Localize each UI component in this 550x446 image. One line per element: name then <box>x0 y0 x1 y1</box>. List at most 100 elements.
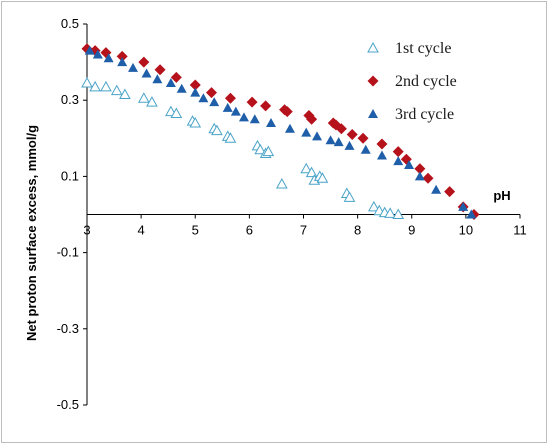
point-3rd-cycle <box>176 83 187 93</box>
legend-label-2nd-cycle: 2nd cycle <box>395 73 457 90</box>
legend-marker-3rd-cycle <box>368 109 378 118</box>
point-1st-cycle <box>392 208 405 219</box>
point-3rd-cycle <box>333 137 344 147</box>
point-2nd-cycle <box>189 79 201 91</box>
legend: 1st cycle 2nd cycle 3rd cycle <box>367 40 457 123</box>
point-3rd-cycle <box>84 45 95 55</box>
legend-marker-2nd-cycle <box>367 75 379 87</box>
x-tick-label: 11 <box>513 223 527 238</box>
point-3rd-cycle <box>128 62 139 72</box>
point-3rd-cycle <box>117 57 128 67</box>
point-3rd-cycle <box>209 97 220 107</box>
point-3rd-cycle <box>198 93 209 103</box>
legend-label-1st-cycle: 1st cycle <box>395 40 451 57</box>
point-1st-cycle <box>189 117 202 128</box>
x-tick-label: 8 <box>354 223 361 238</box>
point-3rd-cycle <box>284 123 295 133</box>
point-2nd-cycle <box>154 64 166 76</box>
point-3rd-cycle <box>141 68 152 78</box>
point-2nd-cycle <box>281 106 293 118</box>
point-3rd-cycle <box>466 209 477 219</box>
point-3rd-cycle <box>92 49 103 59</box>
point-3rd-cycle <box>266 118 277 128</box>
x-tick-label: 4 <box>138 223 145 238</box>
point-3rd-cycle <box>165 78 176 88</box>
point-3rd-cycle <box>404 159 415 169</box>
y-tick-label: 0.3 <box>61 92 79 107</box>
point-1st-cycle <box>276 177 288 189</box>
x-axis-label: pH <box>493 188 510 203</box>
series-1 <box>81 77 405 219</box>
point-2nd-cycle <box>335 123 347 135</box>
point-3rd-cycle <box>393 156 404 166</box>
ticks: 3 4 5 6 7 8 9 10 11 0.5 0.3 0.1 -0.1 -0.3 -0.5 <box>57 16 527 412</box>
point-3rd-cycle <box>238 112 249 122</box>
point-3rd-cycle <box>360 144 371 154</box>
point-1st-cycle <box>81 77 93 88</box>
point-1st-cycle <box>89 80 101 92</box>
point-3rd-cycle <box>431 184 442 194</box>
point-2nd-cycle <box>392 146 404 158</box>
point-1st-cycle <box>146 96 158 107</box>
x-tick-label: 3 <box>83 223 90 238</box>
point-1st-cycle <box>100 80 112 92</box>
series-2 <box>81 43 480 220</box>
point-1st-cycle <box>384 207 396 218</box>
point-2nd-cycle <box>306 113 318 125</box>
point-2nd-cycle <box>116 50 128 62</box>
y-tick-label: -0.3 <box>57 321 79 336</box>
point-3rd-cycle <box>103 53 114 63</box>
y-tick-label: 0.5 <box>61 16 79 31</box>
point-1st-cycle <box>254 143 267 155</box>
y-tick-label: -0.5 <box>57 397 79 412</box>
series-3 <box>84 45 477 219</box>
point-1st-cycle <box>224 132 237 143</box>
point-1st-cycle <box>368 200 380 212</box>
point-3rd-cycle <box>249 114 260 124</box>
points <box>81 43 480 220</box>
y-axis-label: Net proton surface excess, mmol/g <box>24 125 39 341</box>
point-1st-cycle <box>316 172 329 183</box>
point-1st-cycle <box>137 92 150 103</box>
point-2nd-cycle <box>422 172 434 184</box>
point-2nd-cycle <box>260 100 272 112</box>
point-3rd-cycle <box>301 127 312 137</box>
point-2nd-cycle <box>346 128 358 140</box>
point-3rd-cycle <box>190 87 201 97</box>
point-3rd-cycle <box>325 135 336 145</box>
point-2nd-cycle <box>444 186 456 198</box>
point-1st-cycle <box>305 166 318 178</box>
x-tick-label: 6 <box>246 223 253 238</box>
point-3rd-cycle <box>458 201 469 211</box>
point-2nd-cycle <box>414 163 426 175</box>
point-3rd-cycle <box>152 74 163 84</box>
y-tick-label: -0.1 <box>57 245 79 260</box>
point-1st-cycle <box>110 84 123 96</box>
x-tick-label: 5 <box>192 223 199 238</box>
point-2nd-cycle <box>170 71 182 83</box>
point-2nd-cycle <box>205 87 217 99</box>
point-3rd-cycle <box>344 140 355 150</box>
point-3rd-cycle <box>376 150 387 160</box>
point-2nd-cycle <box>224 92 236 104</box>
point-1st-cycle <box>170 107 183 119</box>
point-3rd-cycle <box>414 171 425 181</box>
point-3rd-cycle <box>312 131 323 141</box>
legend-marker-1st-cycle <box>367 41 379 53</box>
point-1st-cycle <box>119 88 131 99</box>
point-1st-cycle <box>262 145 275 157</box>
point-1st-cycle <box>300 162 313 174</box>
point-2nd-cycle <box>376 138 388 150</box>
point-2nd-cycle <box>138 56 150 68</box>
point-1st-cycle <box>211 124 223 136</box>
y-tick-label: 0.1 <box>61 168 79 183</box>
point-2nd-cycle <box>246 96 258 108</box>
point-3rd-cycle <box>230 106 241 116</box>
point-2nd-cycle <box>357 132 369 144</box>
legend-label-3rd-cycle: 3rd cycle <box>395 106 454 123</box>
point-3rd-cycle <box>222 102 233 112</box>
point-1st-cycle <box>343 191 356 202</box>
x-tick-label: 9 <box>408 223 415 238</box>
